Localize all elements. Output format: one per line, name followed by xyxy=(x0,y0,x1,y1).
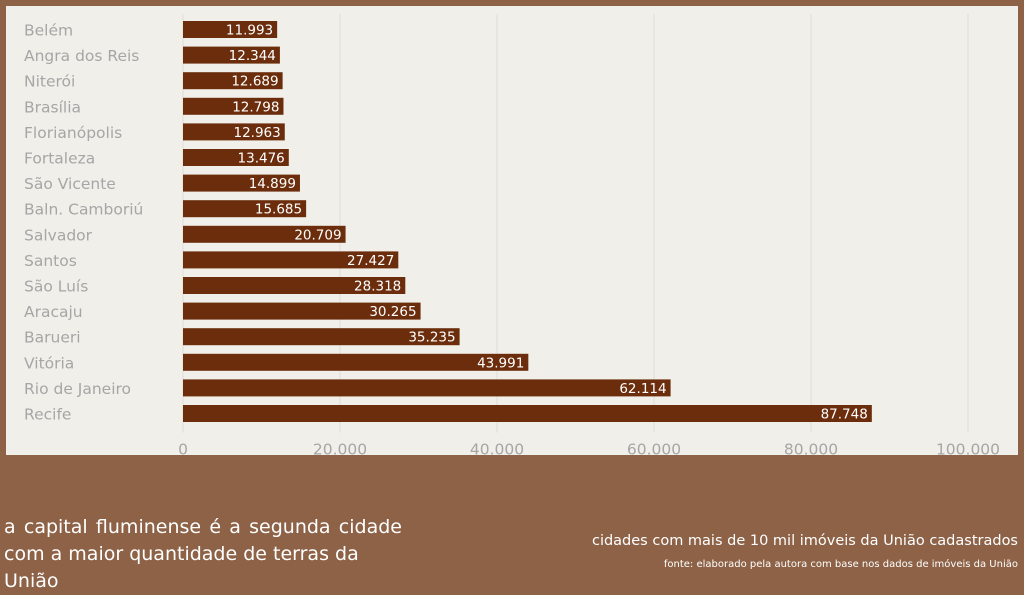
data-label: 15.685 xyxy=(255,202,302,218)
category-label: Vitória xyxy=(24,354,74,372)
category-label: Barueri xyxy=(24,329,81,347)
category-label: São Vicente xyxy=(24,175,116,193)
category-label: Niterói xyxy=(24,73,75,91)
data-label: 43.991 xyxy=(477,355,524,371)
data-label: 62.114 xyxy=(619,381,666,397)
bar xyxy=(183,405,872,422)
bar xyxy=(183,225,346,243)
data-label: 13.476 xyxy=(238,151,285,167)
data-label: 30.265 xyxy=(369,304,416,320)
data-label: 12.689 xyxy=(231,74,278,90)
chart-panel: Belém 11.993 Angra dos Reis 12.344 Niterói 12… xyxy=(6,6,1018,455)
bar xyxy=(183,174,300,192)
x-tick-label: 100.000 xyxy=(936,441,1000,455)
category-label: Fortaleza xyxy=(24,150,95,168)
data-label: 12.963 xyxy=(234,125,281,141)
bar-chart: Belém 11.993 Angra dos Reis 12.344 Niterói 12… xyxy=(24,14,1000,455)
category-label: Belém xyxy=(24,22,73,40)
chart-subtitle: cidades com mais de 10 mil imóveis da Un… xyxy=(591,533,1018,549)
bar xyxy=(183,149,289,166)
bar xyxy=(183,379,671,397)
bar xyxy=(183,46,280,64)
data-label: 12.344 xyxy=(229,48,276,64)
category-label: Angra dos Reis xyxy=(24,47,139,65)
top-band xyxy=(0,0,1024,6)
category-label: Rio de Janeiro xyxy=(24,380,131,398)
data-label: 20.709 xyxy=(294,227,341,243)
category-label: Florianópolis xyxy=(24,124,122,142)
x-tick-label: 40.000 xyxy=(470,441,524,455)
bar xyxy=(183,251,399,269)
x-tick-label: 80.000 xyxy=(784,441,838,455)
category-label: Aracaju xyxy=(24,303,83,321)
data-label: 87.748 xyxy=(821,407,868,423)
bar xyxy=(183,328,460,346)
data-label: 28.318 xyxy=(354,279,401,295)
bar xyxy=(183,21,278,38)
source-note: fonte: elaborado pela autora com base no… xyxy=(663,559,1018,570)
data-label: 27.427 xyxy=(347,253,394,269)
data-label: 35.235 xyxy=(408,330,455,346)
bar xyxy=(183,97,284,115)
category-label: Salvador xyxy=(24,226,93,244)
caption-line-2: com a maior quantidade de terras da Uniã… xyxy=(4,543,359,592)
data-label: 11.993 xyxy=(226,23,273,39)
bar xyxy=(183,302,421,320)
bar xyxy=(183,200,307,218)
x-tick-label: 60.000 xyxy=(627,441,681,455)
category-label: Brasília xyxy=(24,98,81,116)
caption-line-1: a capital fluminense é a segunda cidade xyxy=(4,516,402,538)
x-tick-label: 0 xyxy=(178,441,188,455)
bar xyxy=(183,277,406,294)
data-label: 12.798 xyxy=(232,99,279,115)
caption: a capital fluminense é a segunda cidade … xyxy=(4,514,402,595)
category-label: São Luís xyxy=(24,278,88,296)
bar xyxy=(183,123,285,141)
data-label: 14.899 xyxy=(249,176,296,192)
bar xyxy=(183,353,529,371)
bar xyxy=(183,72,283,90)
category-label: Recife xyxy=(24,406,71,424)
x-tick-label: 20.000 xyxy=(313,441,367,455)
category-label: Baln. Camboriú xyxy=(24,201,143,219)
category-label: Santos xyxy=(24,252,77,270)
